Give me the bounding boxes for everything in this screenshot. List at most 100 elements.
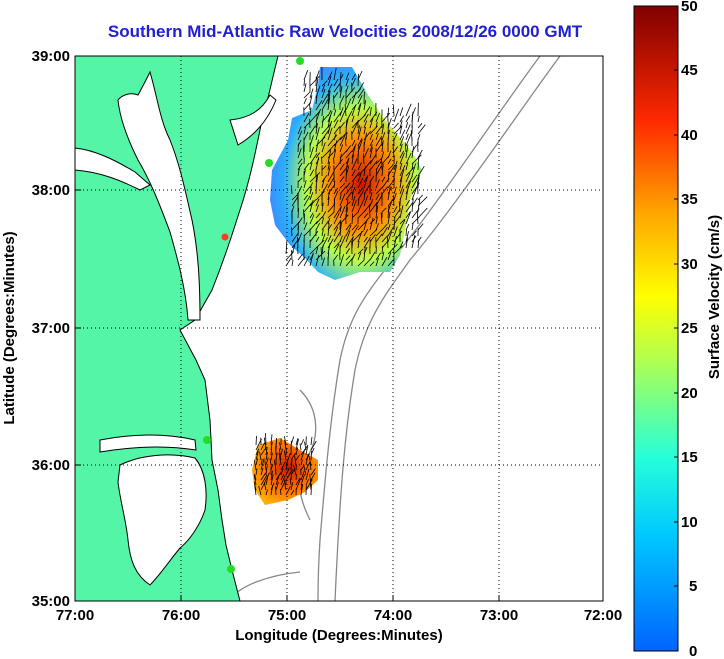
- current-vector: [333, 187, 339, 195]
- current-vector: [315, 123, 318, 135]
- current-vector: [363, 192, 366, 201]
- current-vector: [357, 198, 360, 207]
- current-vector: [297, 143, 299, 153]
- current-vector: [315, 198, 320, 207]
- current-vector: [327, 114, 331, 129]
- lat-lon-grid: [75, 56, 603, 601]
- current-vector: [303, 222, 308, 231]
- current-vector: [357, 259, 365, 267]
- current-vector: [303, 83, 307, 93]
- current-vector: [295, 474, 297, 481]
- current-vector: [333, 109, 337, 117]
- current-vector: [381, 207, 387, 213]
- current-vector: [327, 109, 332, 117]
- current-vector: [315, 152, 321, 159]
- x-tick-label: 76:00: [162, 607, 200, 624]
- current-vector: [321, 80, 328, 87]
- station-marker: [296, 57, 304, 65]
- current-vector: [292, 464, 297, 476]
- current-vector: [369, 217, 374, 231]
- current-vector: [375, 206, 379, 219]
- current-vector: [315, 222, 321, 231]
- current-vector: [369, 192, 373, 201]
- current-vector: [351, 115, 355, 123]
- current-vector: [333, 219, 342, 231]
- current-vector: [411, 176, 420, 189]
- current-vector: [387, 231, 392, 243]
- current-vector: [333, 199, 335, 213]
- current-vector: [327, 211, 335, 219]
- current-vector: [333, 126, 340, 135]
- current-vector: [333, 140, 338, 153]
- current-vector: [345, 110, 353, 123]
- current-vector: [369, 125, 378, 135]
- current-vector: [399, 164, 406, 177]
- chesapeake-bay: [117, 70, 201, 321]
- current-vector: [321, 244, 324, 255]
- current-vector: [345, 182, 351, 189]
- current-vector: [315, 236, 320, 243]
- current-vector: [351, 104, 357, 117]
- current-vector: [405, 133, 412, 147]
- current-vector: [363, 236, 368, 243]
- current-vector: [375, 124, 384, 135]
- current-vector: [333, 78, 339, 87]
- current-vector: [297, 130, 303, 141]
- current-vector: [339, 214, 349, 225]
- current-vector: [381, 155, 390, 165]
- current-vector: [351, 88, 362, 99]
- current-vector: [260, 480, 267, 491]
- current-vector: [417, 223, 424, 231]
- current-vector: [309, 153, 318, 165]
- current-vector: [363, 106, 371, 117]
- current-vector: [254, 485, 257, 496]
- current-vector: [345, 207, 348, 219]
- current-vector: [357, 190, 364, 201]
- current-vector: [363, 175, 368, 183]
- current-vector: [333, 103, 335, 111]
- current-vector: [270, 470, 273, 481]
- current-vector: [321, 217, 324, 225]
- current-vector: [295, 478, 301, 491]
- current-vector: [417, 207, 428, 219]
- current-vector: [345, 248, 350, 255]
- current-vector: [321, 211, 327, 219]
- current-vector: [315, 126, 320, 141]
- current-vector: [345, 236, 354, 249]
- current-vector: [339, 222, 342, 237]
- current-vector: [309, 88, 314, 99]
- current-vector: [280, 475, 286, 486]
- current-vector: [345, 72, 350, 81]
- current-vector: [351, 200, 357, 213]
- current-vector: [315, 78, 319, 93]
- current-vector: [387, 211, 391, 225]
- current-vector: [305, 478, 309, 486]
- current-vector: [295, 439, 299, 451]
- current-vector: [265, 489, 268, 496]
- current-vector: [327, 120, 332, 135]
- current-vector: [283, 450, 287, 461]
- current-vector: [291, 250, 293, 261]
- current-vector: [327, 166, 331, 177]
- current-vector: [387, 164, 394, 171]
- current-vector: [357, 95, 363, 105]
- current-vector: [294, 455, 297, 466]
- current-vector: [339, 193, 346, 207]
- current-vector: [369, 160, 378, 171]
- current-vector: [405, 186, 409, 201]
- current-vector: [297, 147, 302, 159]
- current-vector: [333, 149, 337, 159]
- current-vector: [411, 154, 422, 165]
- current-vector: [351, 145, 356, 159]
- current-vector: [270, 441, 273, 451]
- current-vector: [393, 122, 399, 129]
- current-vector: [309, 169, 315, 177]
- station-marker-inactive: [221, 233, 229, 241]
- current-vector: [333, 158, 343, 171]
- colorbar-tick-label: 40: [681, 127, 698, 144]
- current-vector: [405, 199, 410, 207]
- current-vector: [327, 197, 330, 207]
- current-vector: [369, 144, 373, 153]
- current-vector: [375, 187, 383, 195]
- current-vector: [303, 194, 309, 201]
